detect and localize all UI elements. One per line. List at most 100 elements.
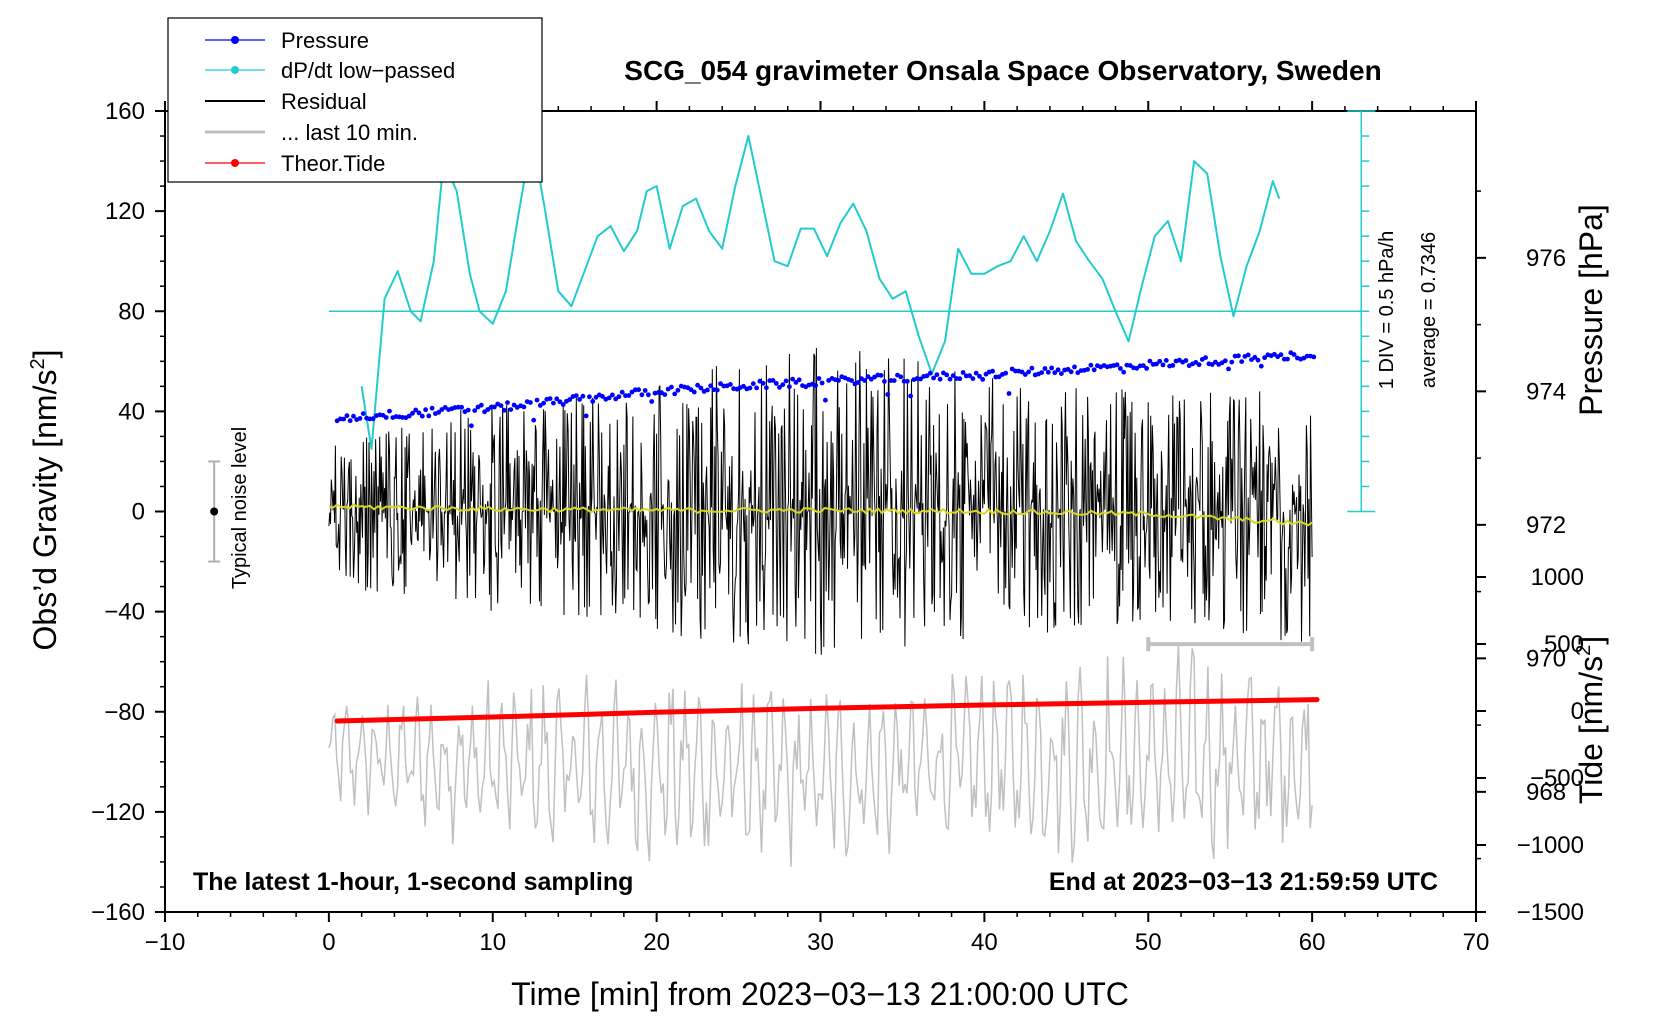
- pressure-point: [882, 379, 887, 384]
- pressure-point: [747, 385, 753, 391]
- pressure-point: [469, 423, 474, 429]
- pressure-point: [1091, 367, 1097, 373]
- pressure-point: [498, 403, 504, 408]
- pressure-point: [573, 393, 579, 398]
- y-axis-ticks: −160 −120 −80 −40 0 40 80 120 160: [91, 98, 165, 926]
- pressure-point: [534, 397, 540, 403]
- pressure-point: [1262, 355, 1267, 361]
- pressure-point: [780, 382, 786, 388]
- pressure-point: [728, 382, 733, 387]
- series-layer: [328, 135, 1362, 867]
- pressure-point: [754, 385, 759, 391]
- pressure-point: [1026, 369, 1031, 375]
- pressure-point: [819, 380, 825, 386]
- pressure-point: [541, 400, 546, 406]
- tide-tick-label: −1000: [1517, 832, 1584, 859]
- pressure-point: [508, 407, 514, 412]
- pressure-point: [973, 370, 979, 376]
- pressure-point: [695, 382, 700, 388]
- pressure-point: [957, 376, 963, 382]
- pressure-point: [908, 393, 913, 399]
- pressure-point: [662, 392, 668, 397]
- pressure-point: [1022, 372, 1028, 377]
- tide-axis-title-end: ]: [1573, 636, 1609, 645]
- legend-label: dP/dt low−passed: [281, 58, 455, 83]
- pressure-point: [1170, 363, 1176, 368]
- pressure-point: [600, 394, 605, 399]
- pressure-point: [1285, 356, 1290, 362]
- x-tick-label: 50: [1135, 929, 1162, 956]
- y-tick-label: 120: [105, 198, 145, 225]
- x-tick-label: 20: [643, 929, 670, 956]
- pressure-point: [560, 402, 566, 407]
- pressure-tick-label: 974: [1526, 378, 1566, 405]
- pressure-point: [1222, 358, 1228, 364]
- residual-trace: [328, 347, 1313, 655]
- pressure-point: [705, 387, 710, 393]
- y-tick-label: −80: [104, 699, 145, 726]
- pressure-point: [960, 370, 966, 375]
- pressure-point: [580, 393, 586, 399]
- pressure-point: [714, 387, 720, 393]
- pressure-point: [927, 370, 933, 376]
- pressure-point: [967, 373, 972, 379]
- pressure-point: [1029, 365, 1035, 371]
- pressure-point: [551, 400, 556, 406]
- pressure-point: [387, 408, 392, 414]
- pressure-point: [944, 372, 950, 378]
- sampling-note: The latest 1-hour, 1-second sampling: [193, 868, 633, 896]
- pressure-point: [1055, 367, 1061, 373]
- pressure-tick-label: 972: [1526, 512, 1566, 539]
- pressure-tick-label: 968: [1526, 779, 1566, 806]
- pressure-point: [557, 399, 563, 405]
- x-tick-label: 70: [1463, 929, 1490, 956]
- pressure-point: [947, 376, 953, 382]
- pressure-tick-label: 976: [1526, 245, 1566, 272]
- pressure-point: [1157, 358, 1163, 364]
- tide-tick-label: 500: [1544, 631, 1584, 658]
- pressure-point: [357, 416, 363, 421]
- y-axis-title-sup: 2: [27, 358, 49, 369]
- pressure-point: [813, 383, 818, 388]
- pressure-point: [950, 373, 956, 378]
- pressure-point: [619, 389, 625, 395]
- pressure-point: [931, 375, 936, 381]
- pressure-point: [1088, 362, 1094, 368]
- pressure-point: [885, 392, 891, 397]
- pressure-point: [429, 405, 435, 411]
- pressure-point: [646, 392, 651, 398]
- dpdt-trace: [360, 135, 1281, 450]
- residual-lowpass-trace: [328, 503, 1313, 527]
- pressure-point: [1245, 352, 1251, 358]
- pressure-point: [1003, 370, 1009, 376]
- y-tick-label: 160: [105, 98, 145, 125]
- pressure-point: [370, 416, 376, 422]
- pressure-point: [1042, 366, 1048, 371]
- pressure-point: [849, 378, 854, 383]
- x-tick-label: 0: [322, 929, 335, 956]
- tide-axis-title-main: Tide [nm/s: [1573, 656, 1609, 804]
- y-tick-label: −120: [91, 799, 145, 826]
- pressure-point: [1052, 370, 1058, 376]
- pressure-point: [1291, 352, 1297, 357]
- pressure-point: [423, 407, 428, 413]
- pressure-point: [492, 404, 497, 410]
- pressure-point: [567, 397, 573, 402]
- pressure-point: [996, 374, 1002, 380]
- pressure-point: [642, 388, 648, 393]
- x-tick-label: 10: [479, 929, 506, 956]
- pressure-point: [934, 372, 940, 378]
- tide-axis-title: Tide [nm/s2]: [1573, 636, 1609, 804]
- pressure-point: [1278, 352, 1284, 358]
- legend-item-pressure: Pressure: [205, 28, 369, 53]
- pressure-point: [764, 385, 769, 391]
- pressure-point: [937, 376, 943, 382]
- pressure-point: [505, 400, 510, 405]
- pressure-point: [1154, 361, 1159, 367]
- y-axis-title: Obs’d Gravity [nm/s2]: [27, 350, 63, 651]
- pressure-axis-ticks: 968 970 972 974 976: [1476, 190, 1566, 860]
- pressure-point: [891, 378, 897, 383]
- pressure-point: [669, 384, 674, 390]
- pressure-point: [639, 392, 645, 398]
- tide-axis-ticks: −1500 −1000 −500 0 500 1000: [1476, 564, 1584, 926]
